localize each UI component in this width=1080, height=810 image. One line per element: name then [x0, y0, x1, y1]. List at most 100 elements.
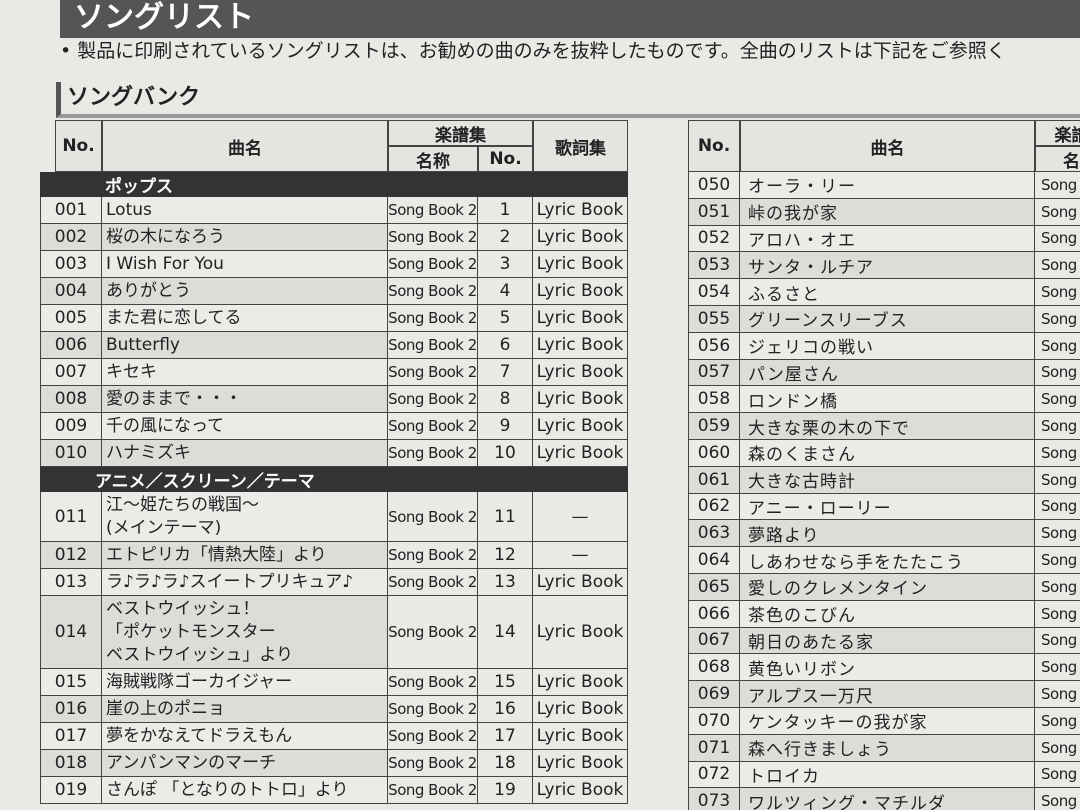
row-no: 060 [688, 440, 740, 467]
row-lyric: Lyric Book [533, 669, 628, 696]
header-no: No. [688, 120, 740, 172]
title-line: ハナミズキ [106, 442, 191, 463]
title-line: ありがとう [106, 280, 191, 301]
row-book: Song Book 2 [1035, 386, 1080, 414]
row-book: Song Book 2 [1035, 681, 1080, 708]
row-no: 059 [688, 413, 740, 440]
row-lyric: Lyric Book [533, 413, 628, 440]
row-book: Song Book 2 [1035, 520, 1080, 548]
title-line: アンパンマンのマーチ [106, 752, 277, 773]
row-lyric: Lyric Book [533, 197, 628, 224]
row-book: Song Book 2 [1035, 654, 1080, 682]
row-title: 森へ行きましょう [740, 734, 1035, 762]
row-book: Song Book 2 [1035, 306, 1080, 333]
title-line: 夢をかなえてドラえもん [106, 725, 293, 746]
row-lyric: Lyric Book [533, 750, 628, 777]
row-title: ありがとう [102, 278, 388, 305]
row-no: 013 [40, 569, 102, 596]
row-book-no: 17 [478, 723, 533, 750]
row-no: 071 [688, 734, 740, 762]
row-book-no: 13 [478, 569, 533, 596]
title-line: (メインテーマ) [106, 517, 222, 538]
row-book: Song Book 2 [388, 224, 478, 251]
row-title: ジェリコの戦い [740, 332, 1035, 360]
row-book: Song Book 2 [388, 492, 478, 542]
row-no: 002 [40, 224, 102, 251]
row-book: Song Book 2 [1035, 547, 1080, 574]
row-title: アロハ・オエ [740, 225, 1035, 253]
row-book-no: 2 [478, 224, 533, 251]
row-title: グリーンスリーブス [740, 306, 1035, 333]
row-title: ケンタッキーの我が家 [740, 708, 1035, 735]
row-no: 061 [688, 466, 740, 494]
row-book-no: 9 [478, 413, 533, 440]
row-no: 052 [688, 225, 740, 253]
row-no: 067 [688, 627, 740, 655]
row-no: 004 [40, 278, 102, 305]
row-book: Song Book 2 [1035, 494, 1080, 521]
row-book: Song Book 2 [388, 696, 478, 723]
row-book-no: 16 [478, 696, 533, 723]
row-title: トロイカ [740, 761, 1035, 789]
header-book-group: 楽譜集 [1035, 120, 1080, 146]
row-no: 066 [688, 600, 740, 628]
row-book-no: 10 [478, 440, 533, 467]
row-no: 017 [40, 723, 102, 750]
row-no: 072 [688, 761, 740, 789]
row-no: 051 [688, 198, 740, 226]
row-lyric: Lyric Book [533, 723, 628, 750]
header-book-group: 楽譜集 [388, 120, 533, 146]
title-line: ベストウイッシュ」より [106, 644, 293, 665]
row-book-no: 3 [478, 251, 533, 278]
group-heading: ポップス [40, 172, 628, 197]
row-title: 愛のままで・・・ [102, 386, 388, 413]
row-title: キセキ [102, 359, 388, 386]
title-line: 愛のままで・・・ [106, 388, 242, 409]
row-book: Song Book 2 [1035, 252, 1080, 280]
row-book-no: 12 [478, 542, 533, 569]
header-title: ソングリスト [74, 0, 254, 35]
row-book-no: 8 [478, 386, 533, 413]
row-book: Song Book 2 [1035, 199, 1080, 226]
row-book: Song Book 2 [1035, 735, 1080, 762]
title-line: 桜の木になろう [106, 226, 225, 247]
row-book: Song Book 2 [388, 251, 478, 278]
row-no: 070 [688, 708, 740, 735]
row-title: さんぽ 「となりのトトロ」より [102, 777, 388, 804]
row-lyric: Lyric Book [533, 224, 628, 251]
row-no: 006 [40, 332, 102, 359]
row-title: エトピリカ「情熱大陸」より [102, 542, 388, 569]
row-book: Song Book 2 [1035, 226, 1080, 253]
row-no: 064 [688, 547, 740, 574]
row-title: アルプス一万尺 [740, 681, 1035, 708]
row-book-no: 15 [478, 669, 533, 696]
header-bar: ソングリスト [60, 0, 1080, 38]
row-no: 073 [688, 788, 740, 810]
row-book: Song Book 2 [1035, 628, 1080, 655]
title-line: キセキ [106, 361, 157, 382]
row-lyric: Lyric Book [533, 386, 628, 413]
row-title: 黄色いリボン [740, 654, 1035, 682]
row-book: Song Book 2 [1035, 762, 1080, 789]
row-book: Song Book 2 [388, 305, 478, 332]
row-no: 009 [40, 413, 102, 440]
row-title: パン屋さん [740, 359, 1035, 387]
row-lyric: — [533, 542, 628, 569]
row-book: Song Book 2 [388, 723, 478, 750]
row-no: 008 [40, 386, 102, 413]
row-book: Song Book 2 [388, 413, 478, 440]
row-title: I Wish For You [102, 251, 388, 278]
row-title: ロンドン橋 [740, 386, 1035, 414]
row-book: Song Book 2 [1035, 601, 1080, 628]
row-book-no: 14 [478, 596, 533, 669]
row-book: Song Book 2 [1035, 279, 1080, 306]
row-book: Song Book 2 [388, 750, 478, 777]
row-book: Song Book 2 [388, 542, 478, 569]
title-line: Lotus [106, 199, 152, 220]
row-book: Song Book 2 [1035, 333, 1080, 360]
row-no: 011 [40, 492, 102, 542]
row-no: 055 [688, 306, 740, 333]
row-book: Song Book 2 [388, 569, 478, 596]
row-no: 019 [40, 777, 102, 804]
row-title: Butterfly [102, 332, 388, 359]
